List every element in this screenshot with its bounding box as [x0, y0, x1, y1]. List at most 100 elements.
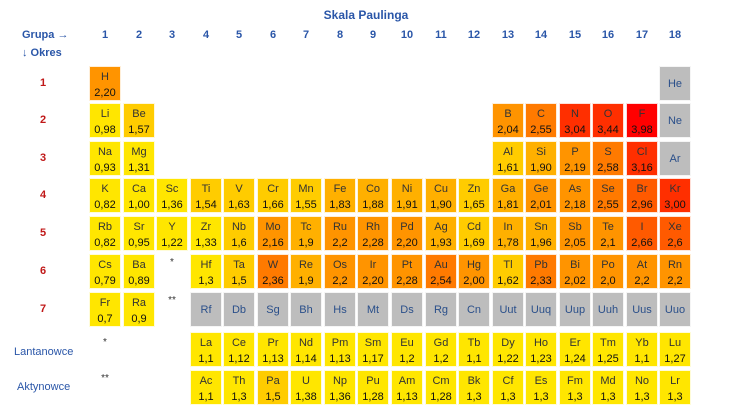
- element-symbol: Ca: [131, 183, 147, 195]
- element-symbol: Al: [503, 146, 513, 158]
- electronegativity-value: 1,13: [396, 391, 418, 403]
- group-header-10: 10: [400, 29, 414, 41]
- electronegativity-value: 1,54: [195, 199, 217, 211]
- element-cell-au: Au 2,54: [425, 254, 457, 289]
- element-cell-ne: Ne: [659, 103, 691, 138]
- element-cell-ra: Ra 0,9: [123, 292, 155, 327]
- element-symbol: Ir: [369, 259, 377, 271]
- element-cell-eu: Eu 1,2: [391, 332, 423, 367]
- element-cell-ge: Ge 2,01: [525, 178, 557, 213]
- electronegativity-value: 2,19: [564, 162, 586, 174]
- element-symbol: Si: [536, 146, 546, 158]
- element-cell-ca: Ca 1,00: [123, 178, 155, 213]
- element-cell-rb: Rb 0,82: [89, 216, 121, 251]
- electronegativity-value: 1,88: [362, 199, 384, 211]
- element-cell-er: Er 1,24: [559, 332, 591, 367]
- element-symbol: Br: [636, 183, 648, 195]
- element-symbol: Nb: [231, 221, 247, 233]
- electronegativity-value: 2,6: [667, 237, 683, 249]
- element-symbol: Dy: [501, 337, 515, 349]
- electronegativity-value: 2,55: [530, 124, 552, 136]
- element-symbol: Lr: [670, 375, 680, 387]
- element-cell-cu: Cu 1,90: [425, 178, 457, 213]
- group-header-16: 16: [601, 29, 615, 41]
- element-symbol: Uuh: [597, 304, 619, 316]
- electronegativity-value: 3,44: [597, 124, 619, 136]
- element-cell-cm: Cm 1,28: [425, 370, 457, 405]
- group-header-3: 3: [168, 29, 176, 41]
- element-cell-th: Th 1,3: [223, 370, 255, 405]
- element-symbol: Sc: [165, 183, 179, 195]
- element-cell-bh: Bh: [290, 292, 322, 327]
- period-label-7: 7: [39, 303, 47, 315]
- element-symbol: Md: [600, 375, 616, 387]
- element-symbol: V: [235, 183, 243, 195]
- element-symbol: Ti: [201, 183, 211, 195]
- period-label-4: 4: [39, 189, 47, 201]
- element-cell-o: O 3,44: [592, 103, 624, 138]
- element-cell-os: Os 2,2: [324, 254, 356, 289]
- element-cell-dy: Dy 1,22: [492, 332, 524, 367]
- element-cell-i: I 2,66: [626, 216, 658, 251]
- element-cell-bi: Bi 2,02: [559, 254, 591, 289]
- element-symbol: Rb: [97, 221, 113, 233]
- electronegativity-value: 1,28: [362, 391, 384, 403]
- element-cell-lr: Lr 1,3: [659, 370, 691, 405]
- element-cell-at: At 2,2: [626, 254, 658, 289]
- element-symbol: Os: [332, 259, 348, 271]
- element-symbol: Pb: [534, 259, 548, 271]
- group-header-9: 9: [369, 29, 377, 41]
- electronegativity-value: 2,04: [497, 124, 519, 136]
- element-cell-b: B 2,04: [492, 103, 524, 138]
- element-symbol: As: [568, 183, 582, 195]
- element-symbol: Uuo: [664, 304, 686, 316]
- element-cell-ti: Ti 1,54: [190, 178, 222, 213]
- element-symbol: Po: [601, 259, 615, 271]
- element-symbol: Mg: [131, 146, 147, 158]
- element-symbol: Pr: [267, 337, 279, 349]
- element-symbol: Co: [365, 183, 381, 195]
- electronegativity-value: 2,33: [530, 275, 552, 287]
- element-symbol: Sr: [133, 221, 145, 233]
- element-symbol: Uus: [632, 304, 652, 316]
- electronegativity-value: 1,22: [161, 237, 183, 249]
- element-symbol: Ag: [434, 221, 448, 233]
- element-cell-kr: Kr 3,00: [659, 178, 691, 213]
- element-symbol: Zn: [467, 183, 481, 195]
- electronegativity-value: 0,82: [94, 237, 116, 249]
- element-cell-ni: Ni 1,91: [391, 178, 423, 213]
- group-header-14: 14: [534, 29, 548, 41]
- element-cell-c: C 2,55: [525, 103, 557, 138]
- element-cell-pb: Pb 2,33: [525, 254, 557, 289]
- electronegativity-value: 2,0: [600, 275, 616, 287]
- element-symbol: Sg: [266, 304, 280, 316]
- electronegativity-value: 2,1: [600, 237, 616, 249]
- element-cell-uut: Uut: [492, 292, 524, 327]
- element-cell-sb: Sb 2,05: [559, 216, 591, 251]
- element-cell-sn: Sn 1,96: [525, 216, 557, 251]
- element-symbol: Gd: [433, 337, 449, 349]
- element-symbol: Cm: [432, 375, 450, 387]
- electronegativity-value: 1,17: [362, 353, 384, 365]
- electronegativity-value: 3,04: [564, 124, 586, 136]
- element-cell-pu: Pu 1,28: [357, 370, 389, 405]
- electronegativity-value: 1,9: [298, 237, 314, 249]
- element-cell-np: Np 1,36: [324, 370, 356, 405]
- electronegativity-value: 1,36: [161, 199, 183, 211]
- element-cell-am: Am 1,13: [391, 370, 423, 405]
- element-cell-te: Te 2,1: [592, 216, 624, 251]
- electronegativity-value: 0,98: [94, 124, 116, 136]
- element-symbol: Te: [602, 221, 614, 233]
- actinides-label: Aktynowce: [17, 381, 71, 393]
- element-symbol: K: [101, 183, 109, 195]
- electronegativity-value: 1,3: [600, 391, 616, 403]
- element-symbol: Bk: [467, 375, 481, 387]
- element-cell-es: Es 1,3: [525, 370, 557, 405]
- electronegativity-value: 1,13: [329, 353, 351, 365]
- element-cell-nd: Nd 1,14: [290, 332, 322, 367]
- element-cell-pr: Pr 1,13: [257, 332, 289, 367]
- element-cell-mn: Mn 1,55: [290, 178, 322, 213]
- element-symbol: La: [199, 337, 213, 349]
- element-cell-tl: Tl 1,62: [492, 254, 524, 289]
- element-symbol: Tm: [600, 337, 616, 349]
